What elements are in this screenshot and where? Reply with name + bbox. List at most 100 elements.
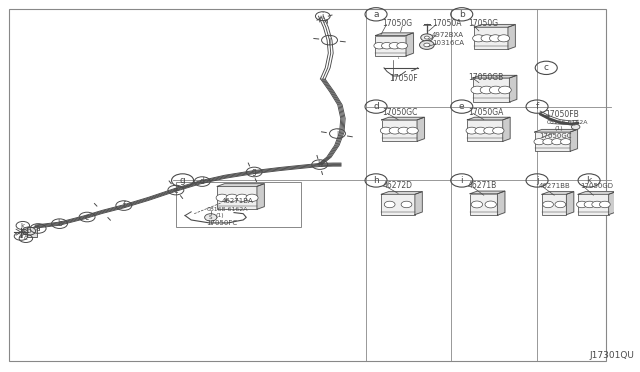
Polygon shape bbox=[509, 76, 517, 102]
Text: 08166-6162A: 08166-6162A bbox=[546, 120, 588, 125]
Text: a: a bbox=[36, 224, 40, 233]
Text: 46272D: 46272D bbox=[382, 182, 412, 190]
Text: c: c bbox=[85, 212, 89, 221]
Circle shape bbox=[552, 139, 562, 145]
Text: e: e bbox=[173, 186, 178, 195]
Circle shape bbox=[534, 139, 544, 145]
Bar bbox=[381, 120, 417, 141]
Circle shape bbox=[484, 127, 495, 134]
Text: e: e bbox=[459, 102, 465, 111]
Text: k: k bbox=[20, 222, 25, 228]
Circle shape bbox=[471, 201, 483, 208]
Bar bbox=[473, 78, 509, 102]
Circle shape bbox=[485, 201, 497, 208]
Circle shape bbox=[471, 86, 484, 94]
Text: g: g bbox=[180, 176, 186, 185]
Circle shape bbox=[466, 127, 477, 134]
Text: 46271B: 46271B bbox=[468, 182, 497, 190]
Text: 17050GB: 17050GB bbox=[468, 73, 503, 81]
Circle shape bbox=[480, 86, 493, 94]
Bar bbox=[376, 36, 406, 56]
Text: 17050G: 17050G bbox=[468, 19, 498, 28]
Bar bbox=[474, 27, 508, 49]
Circle shape bbox=[389, 42, 400, 49]
Text: i: i bbox=[322, 12, 324, 21]
Circle shape bbox=[381, 42, 392, 49]
Polygon shape bbox=[376, 33, 413, 36]
Circle shape bbox=[205, 214, 217, 221]
Circle shape bbox=[592, 201, 603, 208]
Circle shape bbox=[424, 36, 429, 39]
Bar bbox=[381, 194, 415, 215]
Text: (1): (1) bbox=[215, 213, 223, 218]
Polygon shape bbox=[578, 192, 616, 194]
Circle shape bbox=[543, 139, 553, 145]
Text: b: b bbox=[57, 219, 62, 228]
Polygon shape bbox=[467, 117, 510, 120]
Circle shape bbox=[561, 139, 571, 145]
Circle shape bbox=[577, 201, 588, 208]
Circle shape bbox=[246, 194, 258, 202]
Circle shape bbox=[407, 127, 419, 134]
Text: i: i bbox=[337, 129, 339, 138]
Circle shape bbox=[490, 86, 502, 94]
Text: k: k bbox=[586, 176, 592, 185]
Text: 17050GA: 17050GA bbox=[468, 108, 503, 117]
Circle shape bbox=[555, 201, 566, 208]
Text: c: c bbox=[24, 235, 28, 241]
Bar bbox=[27, 227, 37, 237]
Polygon shape bbox=[406, 33, 413, 56]
Text: 17050FB: 17050FB bbox=[545, 109, 579, 119]
Text: b: b bbox=[27, 228, 31, 234]
Text: 17050GD: 17050GD bbox=[580, 183, 613, 189]
Text: 4972BXA: 4972BXA bbox=[432, 32, 464, 38]
Text: 17050G: 17050G bbox=[382, 19, 412, 28]
Bar bbox=[217, 186, 257, 209]
Bar bbox=[467, 120, 503, 141]
Polygon shape bbox=[257, 184, 264, 209]
Text: 17050FC: 17050FC bbox=[207, 220, 237, 226]
Text: 46271BB: 46271BB bbox=[539, 183, 571, 189]
Text: 17050GC: 17050GC bbox=[539, 133, 572, 139]
Circle shape bbox=[493, 127, 504, 134]
Text: f: f bbox=[536, 102, 539, 111]
Polygon shape bbox=[542, 192, 574, 194]
Bar bbox=[534, 132, 570, 151]
Circle shape bbox=[490, 35, 501, 42]
Text: 17050F: 17050F bbox=[390, 74, 418, 83]
Polygon shape bbox=[566, 192, 574, 215]
Circle shape bbox=[384, 201, 395, 208]
Text: a: a bbox=[19, 233, 23, 239]
Polygon shape bbox=[417, 117, 424, 141]
Text: j: j bbox=[536, 176, 538, 185]
Circle shape bbox=[475, 127, 486, 134]
Text: 46271BA: 46271BA bbox=[222, 198, 253, 204]
Circle shape bbox=[236, 194, 248, 202]
Text: 08168-6162A: 08168-6162A bbox=[207, 207, 248, 212]
Polygon shape bbox=[470, 191, 505, 194]
Polygon shape bbox=[508, 25, 515, 49]
Circle shape bbox=[572, 124, 580, 129]
Polygon shape bbox=[381, 192, 422, 194]
Polygon shape bbox=[570, 129, 577, 151]
Text: b: b bbox=[459, 10, 465, 19]
Circle shape bbox=[584, 201, 595, 208]
Text: 17050A: 17050A bbox=[432, 19, 461, 28]
Text: d: d bbox=[373, 102, 379, 111]
Circle shape bbox=[389, 127, 401, 134]
Circle shape bbox=[472, 35, 484, 42]
Circle shape bbox=[374, 42, 385, 49]
Text: f: f bbox=[122, 201, 125, 210]
Text: h: h bbox=[317, 160, 322, 169]
Text: S: S bbox=[209, 215, 212, 220]
Text: J17301QU: J17301QU bbox=[589, 351, 634, 360]
Polygon shape bbox=[534, 129, 577, 132]
Text: 17050GC: 17050GC bbox=[382, 108, 417, 117]
Circle shape bbox=[498, 35, 509, 42]
Text: c: c bbox=[544, 63, 548, 72]
Text: d: d bbox=[200, 177, 205, 186]
Polygon shape bbox=[474, 25, 515, 27]
Circle shape bbox=[380, 127, 392, 134]
Bar bbox=[542, 194, 566, 215]
Text: j: j bbox=[328, 36, 331, 45]
